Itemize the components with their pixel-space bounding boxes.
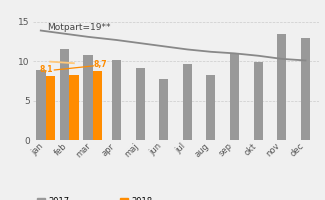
Bar <box>93 71 102 140</box>
Bar <box>112 60 121 140</box>
Bar <box>136 68 145 140</box>
Bar <box>277 34 286 140</box>
Bar <box>183 64 192 140</box>
Legend: 2017, 2017 rull 12, 2018, 2018 rull 12: 2017, 2017 rull 12, 2018, 2018 rull 12 <box>37 197 182 200</box>
Bar <box>159 79 168 140</box>
Text: 8,1: 8,1 <box>39 65 53 74</box>
Text: Motpart=19**: Motpart=19** <box>47 23 110 32</box>
Text: 8,7: 8,7 <box>94 60 107 69</box>
Bar <box>60 49 69 140</box>
Bar <box>69 75 79 140</box>
Bar <box>254 62 263 140</box>
Bar <box>46 76 55 140</box>
Bar <box>230 53 239 140</box>
Bar <box>206 75 215 140</box>
Bar <box>83 55 93 140</box>
Bar <box>301 38 310 140</box>
Bar <box>36 70 46 140</box>
